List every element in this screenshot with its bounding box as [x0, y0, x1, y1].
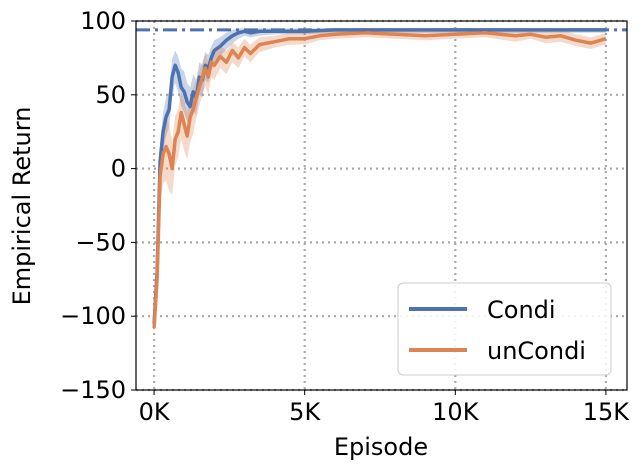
y-tick-label: −100	[60, 302, 126, 330]
plot-frame	[135, 20, 628, 391]
x-tick-label: 15K	[583, 398, 631, 426]
y-tick-label: 50	[95, 81, 126, 109]
series-lines	[152, 28, 607, 329]
x-tick-label: 0K	[139, 398, 171, 426]
y-tick-label: −50	[75, 228, 126, 256]
x-tick-label: 5K	[289, 398, 321, 426]
series-line-uncondi	[152, 31, 607, 329]
legend: Condi unCondi	[397, 282, 612, 376]
legend-label-condi: Condi	[487, 296, 556, 324]
y-axis-label: Empirical Return	[8, 107, 36, 306]
y-tick-label: 0	[111, 155, 126, 183]
tick-layer: 0K 5K 10K 15K −150 −100 −50 0 50 100	[60, 7, 630, 426]
legend-label-uncondi: unCondi	[487, 337, 586, 365]
y-tick-label: −150	[60, 376, 126, 404]
x-axis-label: Episode	[334, 433, 428, 461]
series-line-condi	[152, 28, 606, 324]
y-tick-label: 100	[80, 7, 126, 35]
x-tick-label: 10K	[432, 398, 480, 426]
